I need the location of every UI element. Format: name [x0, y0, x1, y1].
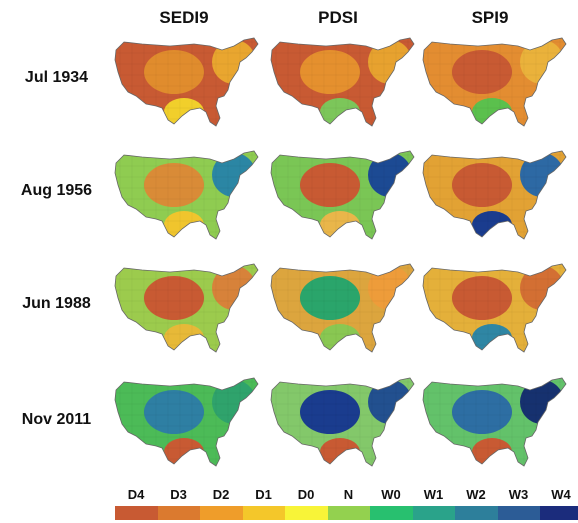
map-spi9-aug-1956 — [422, 150, 567, 240]
map-pdsi-nov-2011 — [270, 377, 415, 467]
map-sedi9-aug-1956 — [114, 150, 259, 240]
legend-label-d3: D3 — [170, 487, 187, 502]
legend-swatch-n — [327, 506, 370, 520]
row-label-jun-1988: Jun 1988 — [22, 295, 91, 312]
legend-label-w3: W3 — [508, 487, 529, 502]
legend-label-d2: D2 — [212, 487, 230, 502]
row-label-nov-2011: Nov 2011 — [21, 411, 92, 428]
map-spi9-jul-1934 — [422, 37, 567, 127]
map-pdsi-aug-1956 — [270, 150, 415, 240]
map-pdsi-jun-1988 — [270, 263, 415, 353]
column-header-pdsi: PDSI — [318, 8, 358, 27]
legend-swatch-w1 — [412, 506, 455, 520]
legend-swatch-w3 — [497, 506, 540, 520]
legend-label-d4: D4 — [127, 487, 145, 502]
map-sedi9-nov-2011 — [114, 377, 259, 467]
legend-swatch-d4 — [115, 506, 158, 520]
map-pdsi-jul-1934 — [270, 37, 415, 127]
legend-swatch-d0 — [285, 506, 328, 520]
row-label-aug-1956: Aug 1956 — [20, 182, 93, 199]
legend-swatch-w0 — [370, 506, 413, 520]
legend-swatch-d3 — [157, 506, 200, 520]
legend-label-w0: W0 — [381, 487, 401, 502]
legend-swatch-d1 — [242, 506, 285, 520]
map-spi9-jun-1988 — [422, 263, 567, 353]
legend-swatch-w4 — [540, 506, 578, 520]
legend-label-d0: D0 — [297, 487, 315, 502]
legend-label-w4: W4 — [551, 487, 571, 502]
legend-swatch-w2 — [455, 506, 498, 520]
legend-label-w1: W1 — [423, 487, 444, 502]
map-sedi9-jun-1988 — [114, 263, 259, 353]
row-label-jul-1934: Jul 1934 — [24, 69, 89, 86]
map-sedi9-jul-1934 — [114, 37, 259, 127]
column-header-sedi9: SEDI9 — [159, 8, 209, 27]
legend-label-d1: D1 — [255, 487, 272, 502]
legend-label-n: N — [343, 487, 354, 502]
legend-label-w2: W2 — [466, 487, 486, 502]
legend-swatch-d2 — [200, 506, 243, 520]
map-spi9-nov-2011 — [422, 377, 567, 467]
column-header-spi9: SPI9 — [471, 8, 509, 27]
